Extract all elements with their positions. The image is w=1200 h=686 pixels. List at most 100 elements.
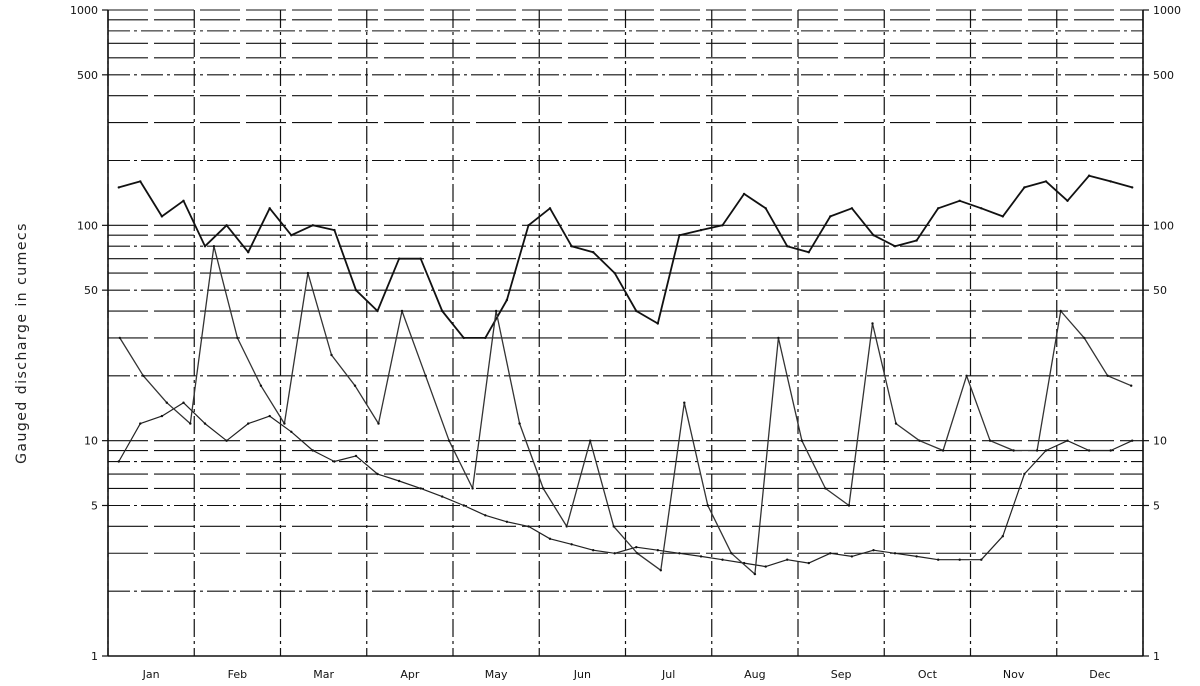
data-point [829, 552, 832, 555]
data-point [894, 422, 898, 425]
data-point [613, 271, 616, 275]
data-point [786, 558, 789, 561]
data-point [484, 514, 487, 517]
data-point [937, 558, 940, 561]
data-point [807, 561, 810, 565]
data-point [1066, 439, 1069, 442]
data-point [699, 555, 703, 558]
data-point [800, 439, 804, 442]
data-point [203, 422, 207, 425]
data-point [462, 504, 465, 507]
data-point [764, 565, 767, 568]
data-point [937, 207, 940, 210]
y-tick-label-left: 1000 [70, 4, 98, 17]
y-tick-label-right: 100 [1153, 219, 1174, 232]
data-point [142, 374, 145, 377]
data-point [1059, 309, 1062, 313]
data-point [354, 289, 358, 292]
series-line-daily-maximum [118, 174, 1133, 339]
data-point [182, 401, 185, 404]
data-point [918, 439, 921, 442]
data-point [505, 298, 509, 302]
data-point [259, 384, 263, 387]
y-axis-right: 1 5 10 50 100 500 1000 [1143, 4, 1181, 663]
data-point [376, 472, 379, 476]
data-point [656, 322, 659, 325]
data-point [268, 414, 271, 418]
data-point [306, 271, 310, 275]
data-point [570, 245, 573, 248]
data-point [1012, 449, 1015, 452]
series-layer [117, 174, 1134, 576]
data-point [548, 537, 552, 540]
data-point [160, 414, 164, 418]
series-line-mean-recession [119, 245, 1132, 575]
data-point [548, 207, 552, 210]
data-point [353, 384, 357, 387]
data-point [247, 422, 250, 425]
data-point [721, 224, 724, 227]
data-point [484, 336, 487, 340]
data-point [1044, 449, 1048, 452]
data-point [988, 439, 992, 442]
data-point [592, 549, 595, 552]
data-point [471, 487, 474, 490]
data-point [893, 245, 897, 248]
grid-lines [107, 9, 1144, 657]
data-point [311, 449, 314, 452]
x-tick-label: Jul [661, 668, 675, 681]
data-point [678, 552, 681, 555]
data-point [527, 224, 530, 227]
x-tick-label: Aug [744, 668, 765, 681]
data-point [730, 552, 733, 555]
data-point [807, 251, 810, 254]
x-tick-label: Mar [313, 668, 334, 681]
data-point [424, 374, 427, 377]
data-point [494, 309, 498, 313]
data-point [941, 449, 945, 452]
x-tick-label: May [485, 668, 508, 681]
data-point [160, 215, 164, 218]
y-tick-label-left: 1 [91, 650, 98, 663]
data-point [592, 251, 595, 254]
data-point [1035, 449, 1039, 452]
data-point [678, 234, 681, 237]
x-tick-label: Feb [228, 668, 247, 681]
x-tick-label: Jan [142, 668, 160, 681]
data-point [565, 525, 568, 528]
series-line-daily-minimum [118, 402, 1133, 568]
data-point [871, 322, 874, 325]
data-point [872, 234, 875, 237]
data-point [330, 353, 333, 357]
y-tick-label-left: 500 [77, 69, 98, 82]
data-point [117, 186, 121, 189]
data-point [441, 309, 444, 313]
x-tick-label: Apr [400, 668, 420, 681]
series-daily-minimum [117, 401, 1134, 568]
x-tick-label: Sep [831, 668, 852, 681]
y-tick-label-left: 10 [84, 435, 98, 448]
data-point [505, 520, 509, 523]
data-point [1109, 449, 1112, 452]
data-point [699, 228, 703, 232]
data-point [542, 487, 545, 490]
data-point [1001, 535, 1004, 538]
data-point [236, 336, 239, 340]
data-point [283, 422, 286, 425]
data-point [980, 207, 983, 210]
x-tick-label: Oct [918, 668, 938, 681]
data-point [118, 336, 122, 340]
y-tick-label-left: 5 [91, 499, 98, 512]
data-point [397, 479, 401, 483]
data-point [441, 495, 444, 498]
data-point [1087, 174, 1091, 177]
data-point [225, 439, 228, 442]
data-point [247, 251, 250, 254]
data-point [203, 245, 207, 248]
y-tick-label-right: 1 [1153, 650, 1160, 663]
data-point [613, 552, 616, 555]
data-point [377, 422, 380, 425]
data-point [1130, 384, 1133, 387]
data-point [354, 454, 358, 458]
